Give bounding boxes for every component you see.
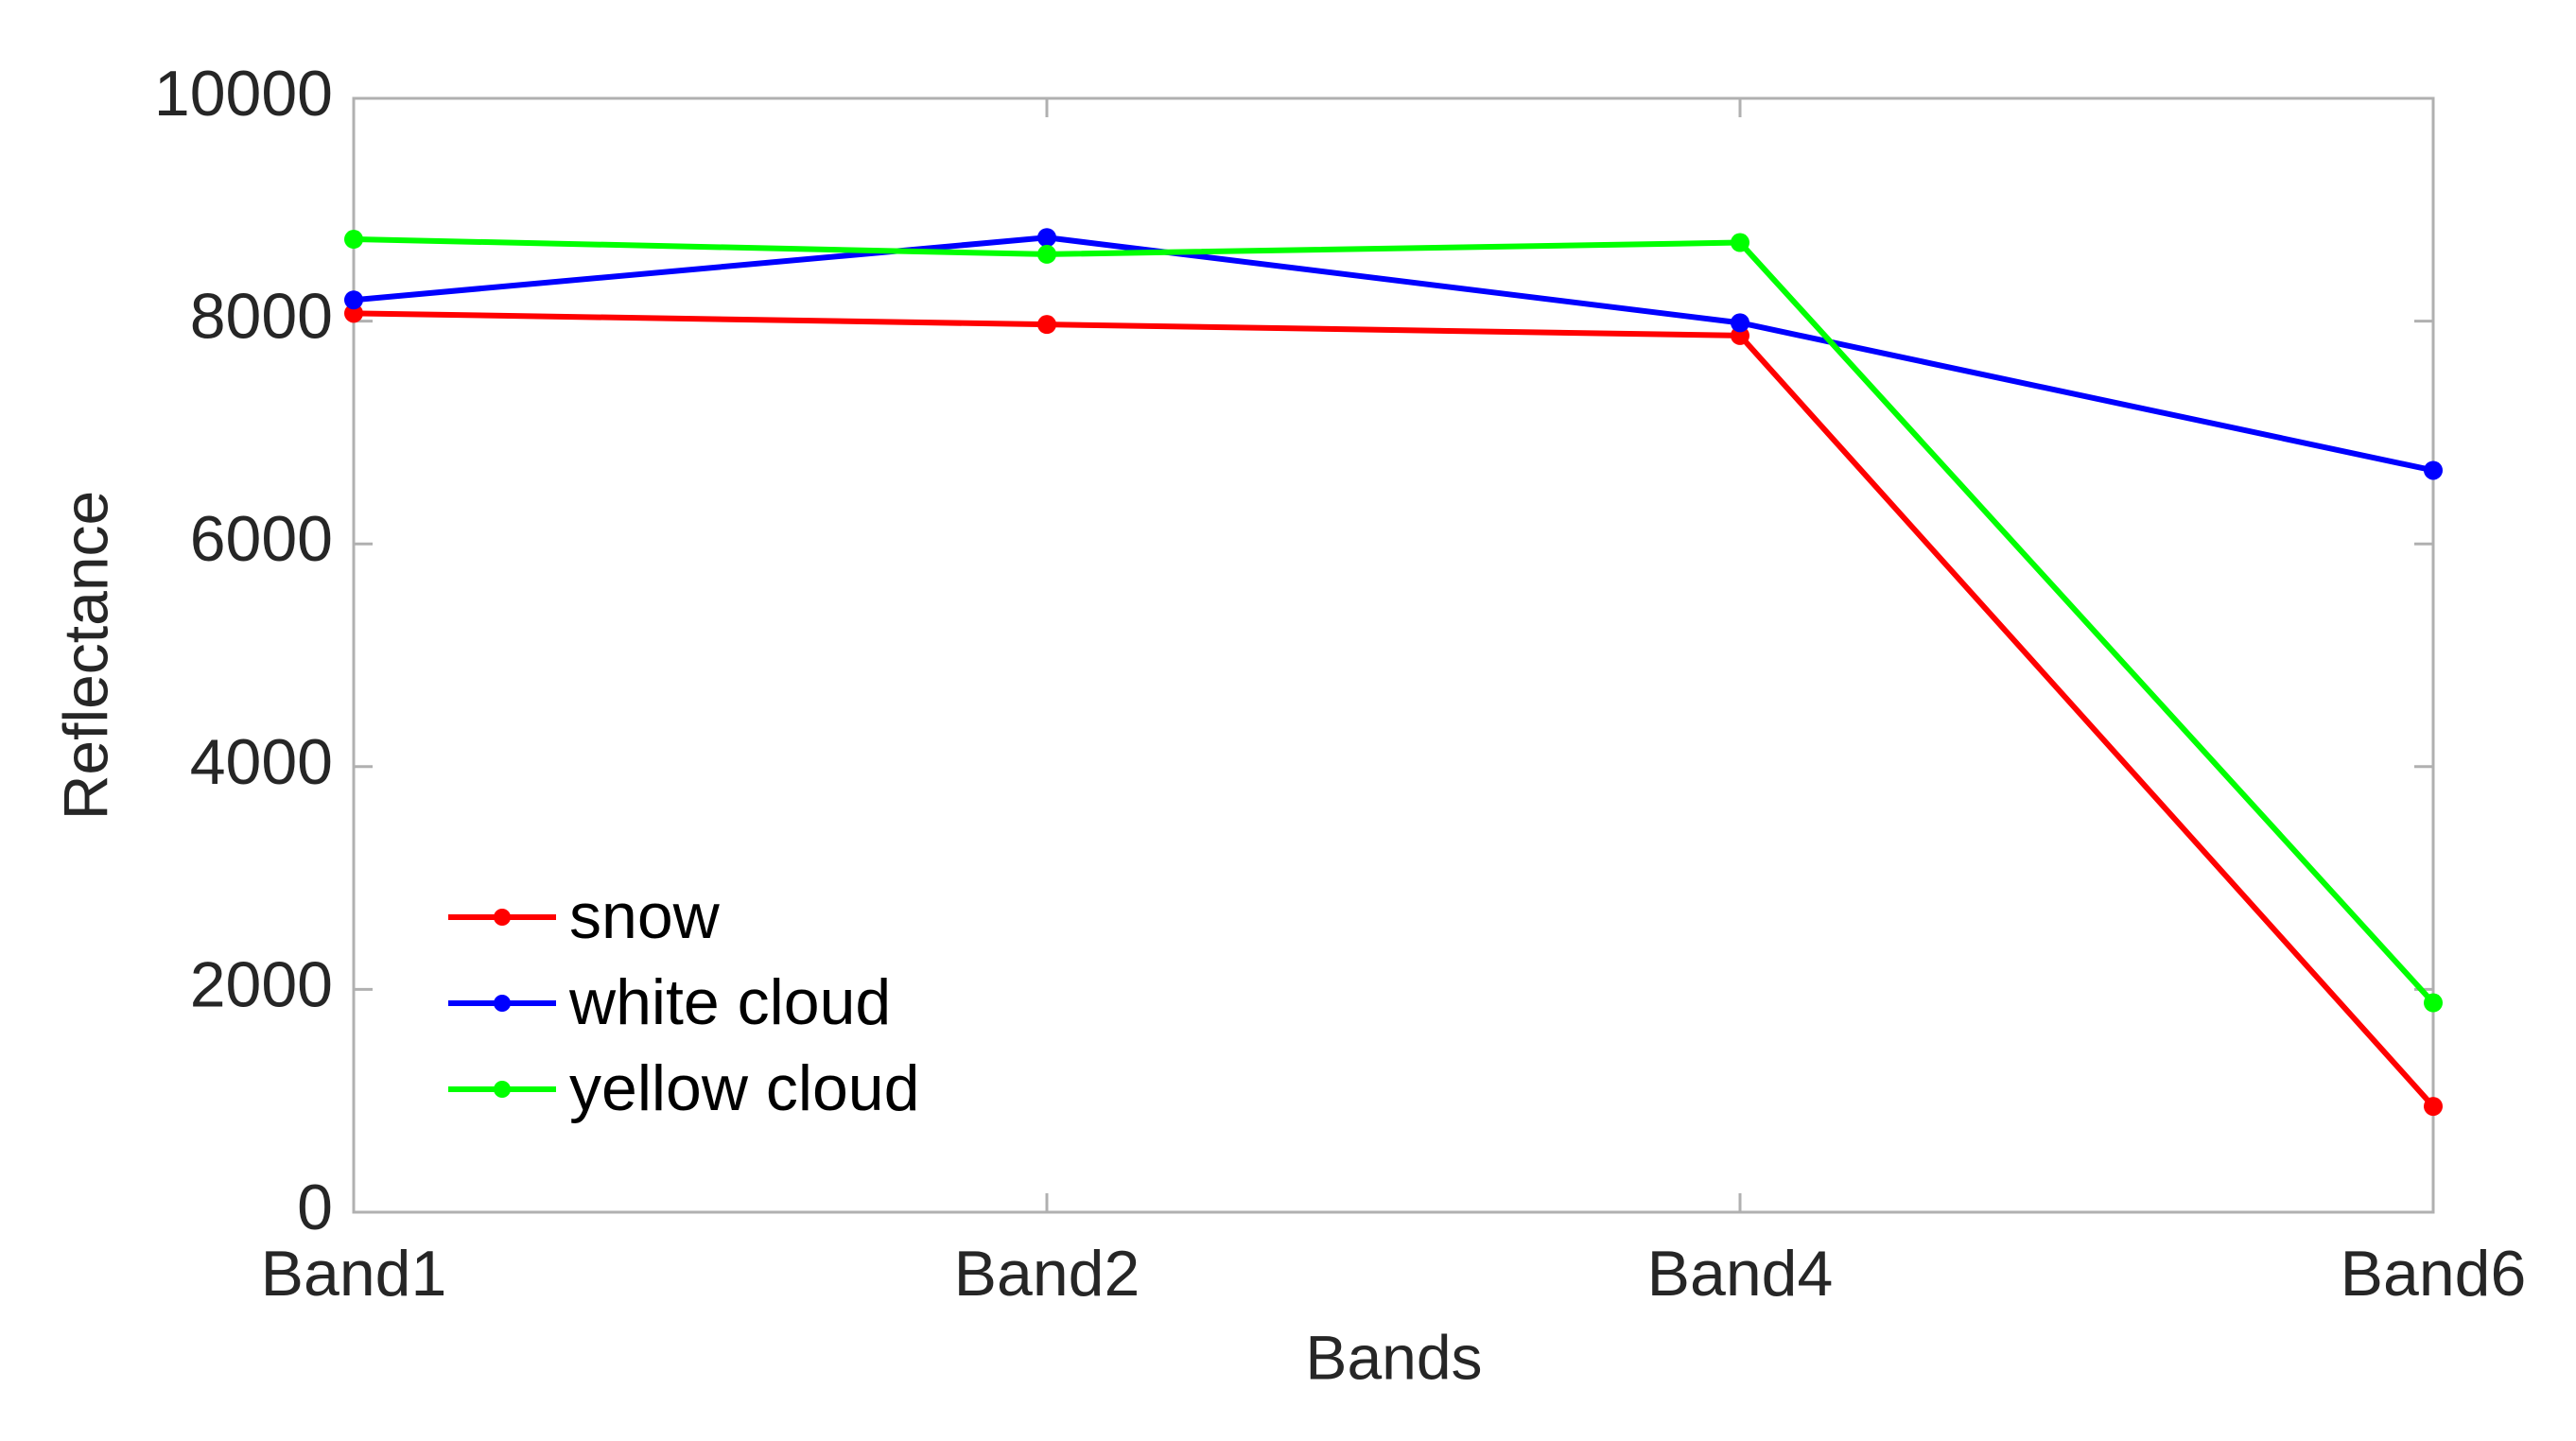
series-line bbox=[353, 234, 2434, 474]
legend-marker bbox=[494, 909, 511, 926]
legend-label: white cloud bbox=[568, 966, 891, 1038]
legend-label: snow bbox=[569, 880, 721, 952]
x-tick-label: Band4 bbox=[1647, 1238, 1834, 1310]
legend-marker bbox=[494, 995, 511, 1012]
x-tick-label: Band6 bbox=[2341, 1238, 2527, 1310]
data-point bbox=[344, 304, 363, 323]
legend-marker bbox=[494, 1081, 511, 1098]
series-line bbox=[353, 310, 2436, 1109]
plot-frame bbox=[352, 96, 2435, 1214]
y-tick-label: 10000 bbox=[154, 58, 333, 130]
y-tick-label: 4000 bbox=[190, 726, 333, 798]
data-point bbox=[344, 230, 363, 250]
y-tick-label: 6000 bbox=[190, 503, 333, 575]
y-tick-label: 8000 bbox=[190, 281, 333, 353]
data-point bbox=[1731, 233, 1749, 252]
series-line bbox=[353, 236, 2436, 1005]
x-tick-label: Band1 bbox=[261, 1238, 447, 1310]
x-tick-label: Band2 bbox=[954, 1238, 1140, 1310]
data-point bbox=[1731, 313, 1749, 333]
y-tick-label: 0 bbox=[297, 1172, 333, 1243]
data-point bbox=[1037, 315, 1056, 335]
x-axis-label: Bands bbox=[1305, 1322, 1482, 1392]
data-point bbox=[1037, 228, 1056, 248]
y-axis-label: Reflectance bbox=[50, 491, 120, 821]
data-point bbox=[2424, 993, 2443, 1013]
data-point bbox=[1037, 244, 1056, 264]
data-point bbox=[344, 290, 363, 310]
y-tick-label: 2000 bbox=[190, 948, 333, 1020]
data-point bbox=[2424, 1097, 2443, 1117]
data-point bbox=[2424, 460, 2443, 480]
legend-label: yellow cloud bbox=[569, 1052, 919, 1124]
